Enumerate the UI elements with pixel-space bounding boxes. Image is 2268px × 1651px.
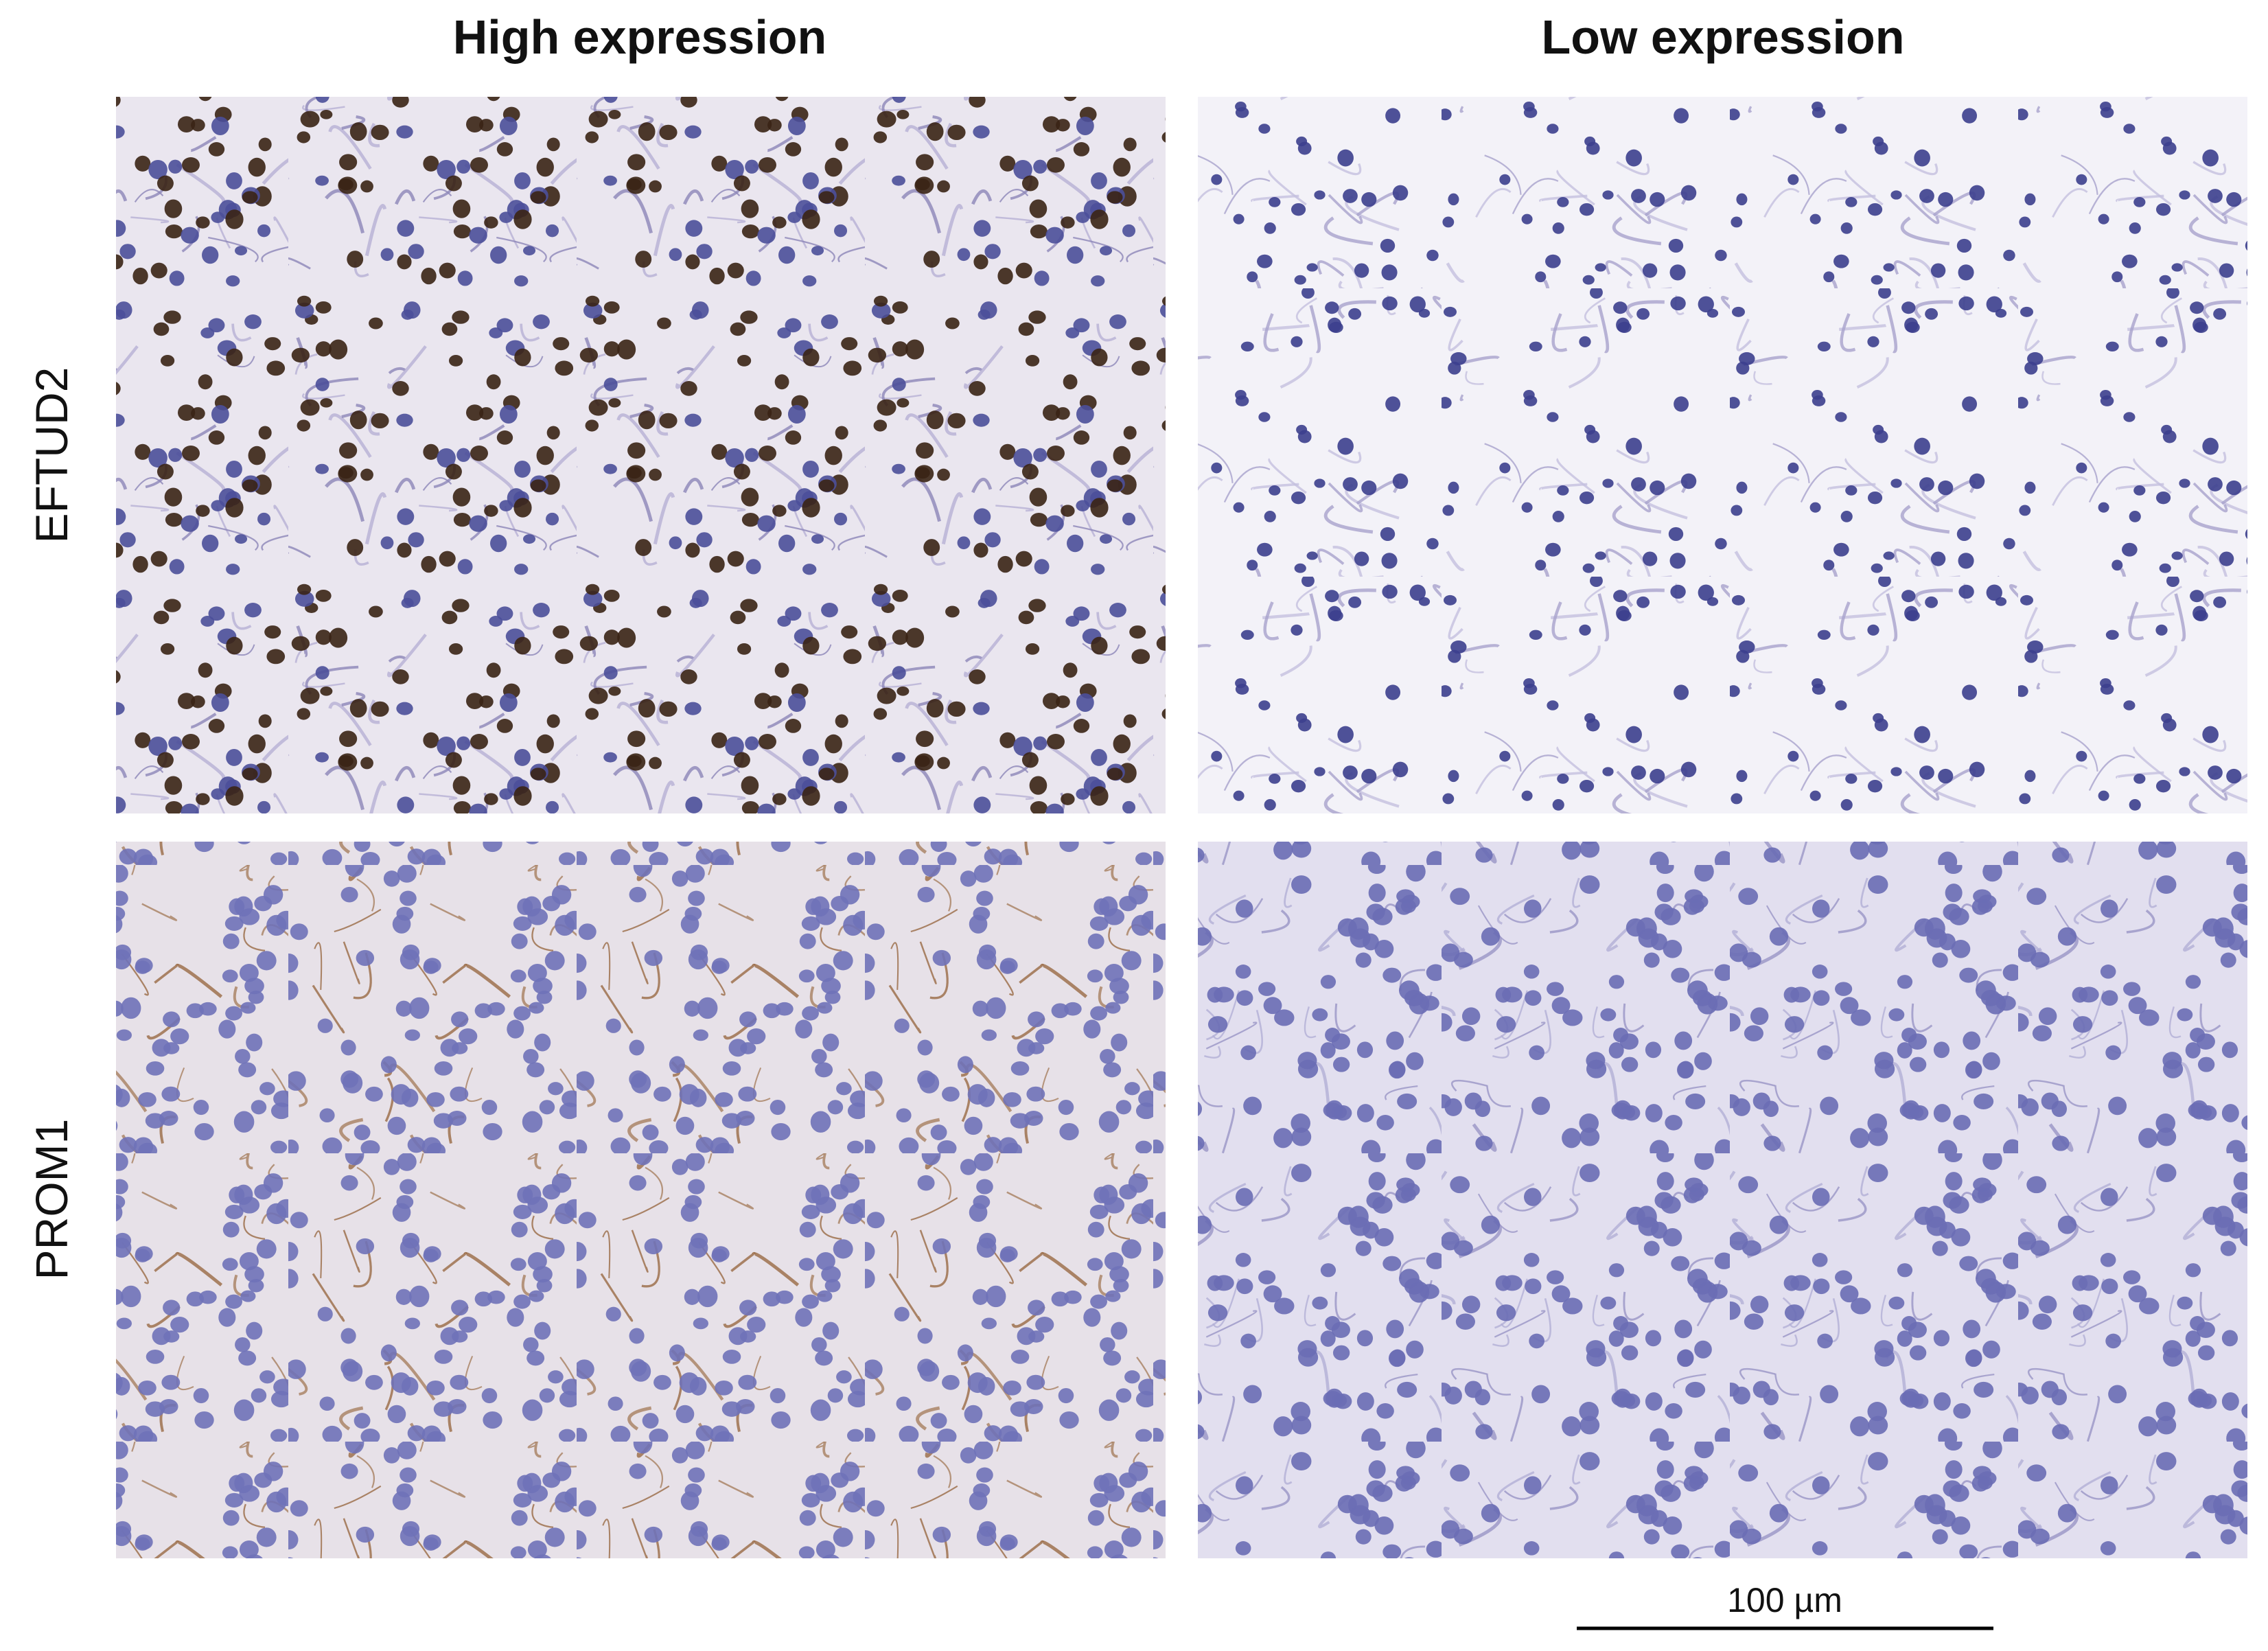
panels (116, 97, 2247, 1558)
column-title: High expression (453, 10, 827, 64)
column-title: Low expression (1541, 10, 1904, 64)
row-label: EFTUD2 (26, 367, 77, 544)
row-label: PROM1 (26, 1119, 77, 1280)
micrograph (1198, 97, 2247, 813)
scale-bar-label: 100 µm (1727, 1581, 1842, 1619)
micrograph (1198, 842, 2247, 1558)
micrograph (116, 97, 1166, 813)
micrograph (116, 842, 1166, 1558)
